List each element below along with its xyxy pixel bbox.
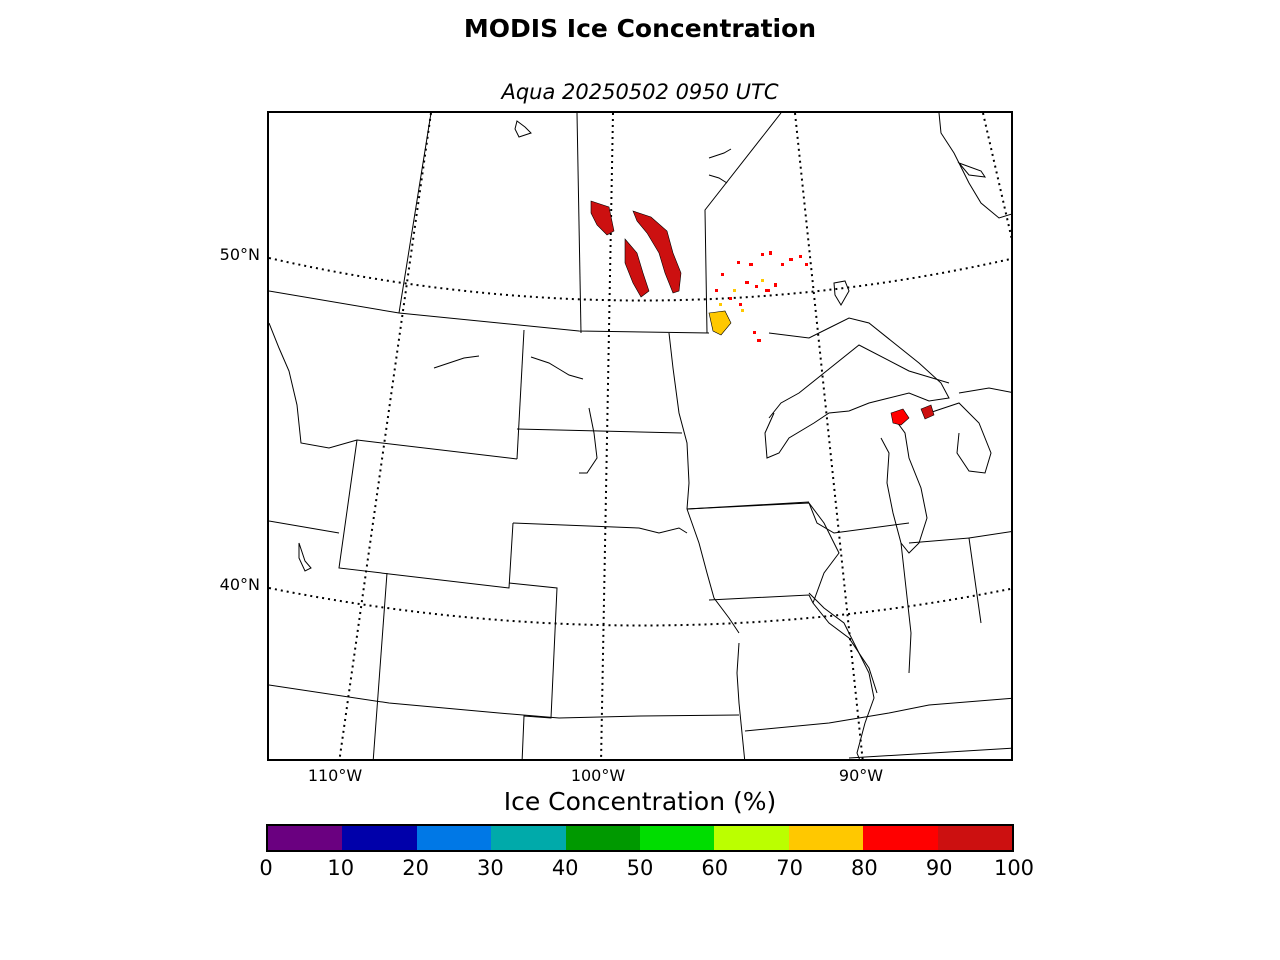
kentucky-tennessee — [848, 747, 1011, 759]
colorbar-tick-label: 40 — [551, 856, 579, 880]
map-boundaries — [269, 113, 1011, 759]
hudson-bay-coast — [938, 113, 1011, 219]
lake-winnipeg — [708, 148, 732, 159]
map-subtitle: Aqua 20250502 0950 UTC — [501, 80, 779, 104]
colorbar-segment — [640, 826, 715, 850]
colorbar-segment — [268, 826, 343, 850]
colorbar-title: Ice Concentration (%) — [503, 787, 777, 816]
lat-label-50n: 50°N — [219, 245, 260, 264]
mississippi-river — [808, 592, 875, 759]
idaho-montana-boundary — [269, 322, 358, 449]
kansas-oklahoma-boundary — [269, 684, 740, 719]
lake-superior — [764, 317, 950, 459]
lon-label-100w: 100°W — [570, 766, 626, 785]
michigan-lower-peninsula — [928, 402, 992, 474]
parallel-50n — [269, 257, 1011, 302]
minnesota-wisconsin-boundary — [768, 344, 950, 419]
map-frame — [267, 111, 1013, 761]
lake-winnipegosis — [514, 120, 532, 138]
colorbar — [266, 824, 1014, 852]
saskatchewan-manitoba-boundary — [704, 113, 782, 334]
colorbar-tick-label: 20 — [402, 856, 429, 880]
lake-winnipeg-2 — [708, 174, 728, 184]
missouri-river-sd — [579, 407, 598, 474]
colorbar-tick-label: 60 — [701, 856, 729, 880]
ice-patch-lake-michigan-north — [890, 408, 910, 426]
map-title: MODIS Ice Concentration — [463, 14, 817, 43]
lon-label-110w: 110°W — [307, 766, 363, 785]
lat-label-40n: 40°N — [219, 575, 260, 594]
lake-michigan — [880, 417, 928, 554]
ice-concentration-pixels — [590, 200, 935, 426]
colorbar-tick-label: 50 — [626, 856, 654, 880]
ice-patch-lake-of-the-woods — [708, 310, 732, 336]
ice-patch-lake-winnipeg — [632, 210, 682, 294]
meridian-90w — [794, 113, 864, 759]
sd-nebraska-boundary — [512, 522, 688, 534]
ice-speckles-yellow — [719, 279, 764, 312]
southern-boundary — [744, 697, 1011, 732]
colorbar-segment — [342, 826, 417, 850]
lake-of-the-woods — [833, 280, 850, 306]
colorbar-segment — [565, 826, 641, 850]
colorbar-tick-label: 80 — [851, 856, 878, 880]
ohio-east — [968, 531, 1011, 539]
colorbar-tick-label: 10 — [327, 856, 355, 880]
colorbar-segment — [416, 826, 492, 850]
lake-oahe — [530, 356, 584, 380]
great-salt-lake — [298, 542, 312, 572]
montana-nd-boundary — [516, 329, 525, 460]
ice-speckles-ontario — [715, 251, 808, 342]
alberta-saskatchewan-boundary — [576, 113, 582, 334]
wisconsin-illinois-boundary — [808, 502, 910, 534]
lake-sakakawea — [433, 355, 480, 369]
nd-sd-boundary — [516, 428, 683, 434]
ice-patch-lake-winnipegosis — [590, 200, 615, 236]
lake-huron — [958, 387, 1011, 394]
canada-us-border — [269, 290, 710, 334]
iowa-missouri-boundary — [686, 502, 840, 604]
meridian-80w — [982, 113, 1011, 240]
colorbar-tick-label: 70 — [776, 856, 803, 880]
colorbar-tick-label: 100 — [993, 856, 1035, 880]
minnesota-iowa-boundary — [686, 501, 810, 510]
lon-label-90w: 90°W — [838, 766, 884, 785]
colorbar-tick-label: 0 — [259, 856, 273, 880]
ice-patch-lake-michigan-north-2 — [920, 404, 935, 420]
colorbar-tick-label: 90 — [925, 856, 953, 880]
indiana-ohio-boundary — [908, 537, 982, 624]
ice-patch-lake-manitoba — [624, 238, 650, 298]
meridian-110w — [338, 113, 432, 759]
colorado-box — [372, 572, 388, 759]
kansas-missouri-boundary — [708, 594, 878, 694]
graticule — [269, 113, 1011, 759]
colorbar-segment — [788, 826, 864, 850]
nebraska-iowa-boundary — [686, 508, 740, 634]
utah-colorado-boundary — [269, 520, 340, 534]
parallel-40n — [269, 587, 1011, 627]
wyoming-box — [338, 439, 514, 589]
colorbar-tick-label: 30 — [477, 856, 504, 880]
illinois-indiana-boundary — [900, 542, 912, 674]
nd-minnesota-boundary — [668, 332, 690, 510]
montana-wyoming-boundary — [356, 439, 518, 460]
colorbar-segment — [937, 826, 1013, 850]
colorbar-segment — [491, 826, 566, 850]
hudson-bay-island — [957, 161, 987, 178]
map-canvas — [269, 113, 1011, 759]
bc-alberta-boundary — [398, 113, 432, 314]
colorbar-segment — [714, 826, 789, 850]
missouri-arkansas-boundary — [736, 642, 746, 759]
colorbar-segment — [863, 826, 938, 850]
colorado-kansas-boundary — [508, 582, 558, 759]
